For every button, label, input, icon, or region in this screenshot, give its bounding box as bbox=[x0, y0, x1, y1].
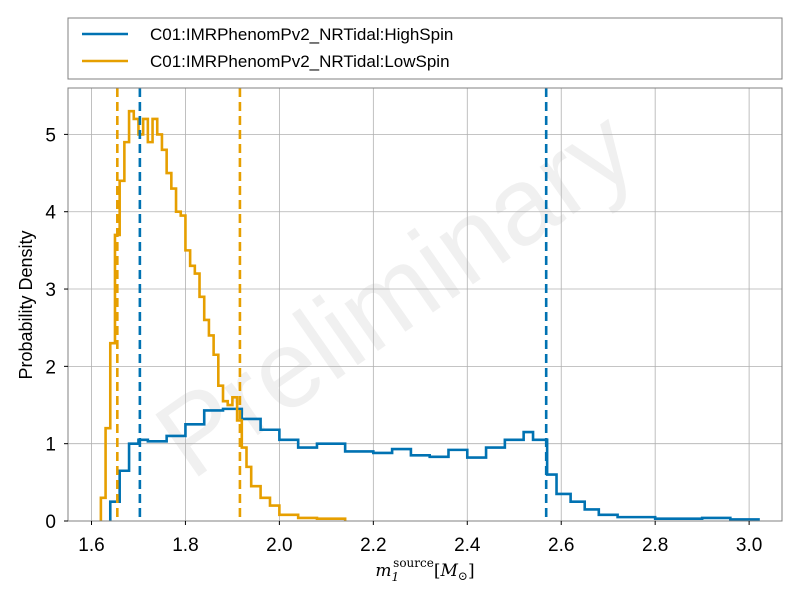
x-tick-label: 1.8 bbox=[172, 535, 198, 556]
x-tick-label: 1.6 bbox=[78, 535, 104, 556]
y-tick-label: 2 bbox=[45, 357, 56, 378]
legend-box bbox=[67, 17, 783, 80]
y-tick-label: 5 bbox=[45, 125, 56, 146]
credible-interval-lines bbox=[116, 88, 548, 521]
series-highspin-histogram bbox=[108, 407, 760, 521]
y-axis-ticks: 0 1 2 3 4 5 bbox=[45, 125, 68, 533]
grid bbox=[68, 88, 782, 522]
y-tick-label: 4 bbox=[45, 203, 56, 224]
legend: C01:IMRPhenomPv2_NRTidal:HighSpin C01:IM… bbox=[67, 17, 783, 80]
legend-label-highspin: C01:IMRPhenomPv2_NRTidal:HighSpin bbox=[150, 25, 453, 44]
y-tick-label: 3 bbox=[45, 280, 56, 301]
x-axis-label: m1source[M⊙] bbox=[375, 556, 474, 584]
x-tick-label: 2.4 bbox=[454, 535, 481, 556]
x-tick-label: 3.0 bbox=[736, 535, 762, 556]
y-tick-label: 1 bbox=[45, 435, 56, 456]
x-tick-label: 2.2 bbox=[360, 535, 386, 556]
y-axis-label: Probability Density bbox=[16, 230, 36, 379]
plot-frame bbox=[67, 87, 783, 522]
legend-label-lowspin: C01:IMRPhenomPv2_NRTidal:LowSpin bbox=[150, 52, 450, 71]
x-axis-ticks: 1.6 1.8 2.0 2.2 2.4 2.6 2.8 3.0 bbox=[78, 521, 762, 556]
y-tick-label: 0 bbox=[45, 512, 56, 533]
x-tick-label: 2.6 bbox=[548, 535, 574, 556]
series-layer bbox=[99, 109, 760, 521]
x-tick-label: 2.0 bbox=[266, 535, 292, 556]
series-lowspin-histogram bbox=[99, 109, 347, 521]
x-tick-label: 2.8 bbox=[642, 535, 668, 556]
